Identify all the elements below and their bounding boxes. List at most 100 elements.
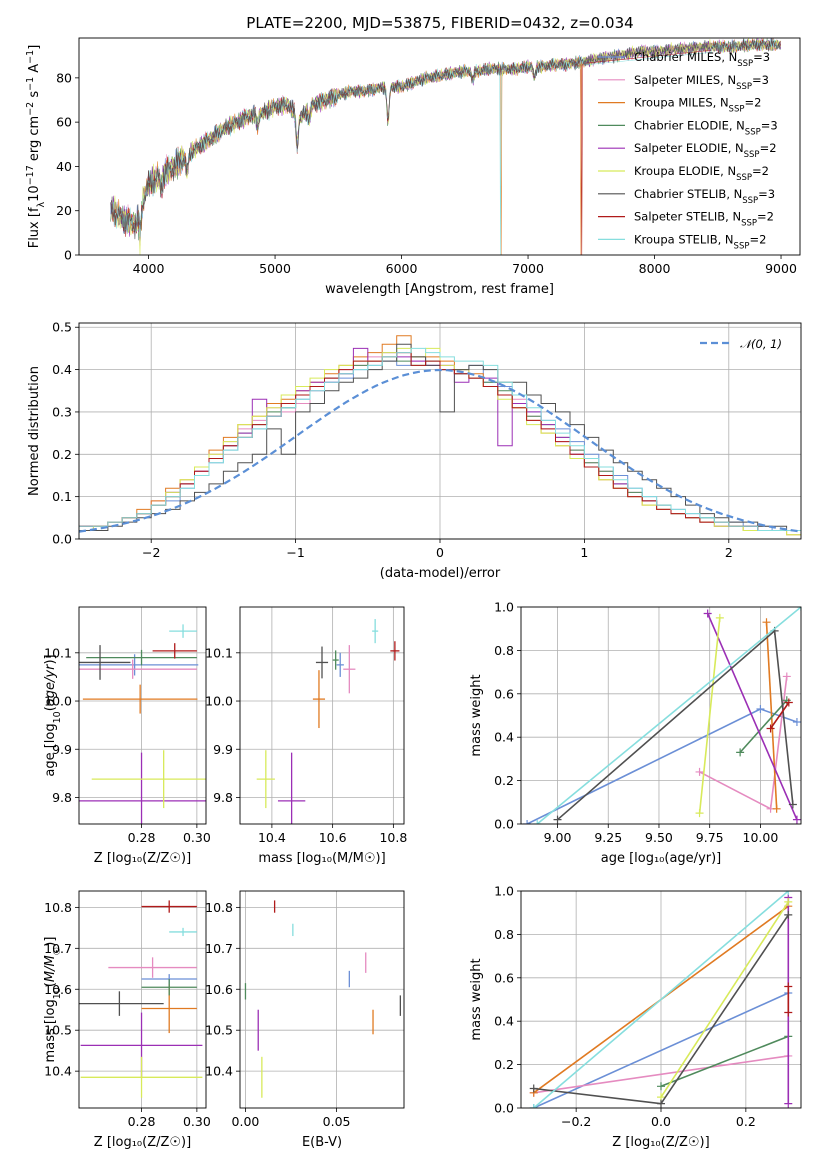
weight-marker bbox=[703, 609, 712, 618]
x-axis-label: age [log₁₀(age/yr)] bbox=[601, 851, 722, 866]
y-tick-label: 20 bbox=[56, 203, 72, 218]
x-tick-label: 10.00 bbox=[743, 830, 779, 845]
x-tick-label: 0 bbox=[436, 545, 444, 560]
data-point bbox=[82, 684, 198, 714]
y-tick-label: 10.0 bbox=[205, 694, 233, 709]
weight-marker bbox=[756, 704, 765, 713]
data-point bbox=[108, 957, 197, 978]
spectrum-line bbox=[110, 38, 781, 240]
x-tick-label: 0.30 bbox=[183, 1114, 211, 1129]
x-tick-label: 9.00 bbox=[544, 830, 572, 845]
label-part: SSP bbox=[736, 173, 752, 183]
label-part: Kroupa STELIB, N bbox=[634, 232, 734, 246]
weight-marker bbox=[523, 820, 532, 824]
x-tick-label: −2 bbox=[142, 545, 160, 560]
x-tick-label: 0.30 bbox=[183, 830, 211, 845]
label-part: =2 bbox=[760, 141, 777, 155]
x-tick-label: 9000 bbox=[765, 261, 797, 276]
plot-area-z-mass bbox=[79, 900, 203, 1098]
legend-entry: Kroupa MILES, NSSP=2 bbox=[634, 96, 761, 115]
y-tick-label: 10.1 bbox=[44, 645, 72, 660]
weight-marker bbox=[657, 1099, 665, 1108]
weight-marker bbox=[784, 910, 793, 919]
y-tick-label: 10.8 bbox=[44, 900, 72, 915]
data-point bbox=[390, 641, 400, 661]
data-point bbox=[169, 624, 197, 638]
y-axis-label: mass [log10(M/M☉)] bbox=[43, 937, 63, 1063]
y-tick-label: 0.6 bbox=[494, 970, 514, 985]
x-tick-label: 4000 bbox=[133, 261, 165, 276]
label-part: )] bbox=[43, 654, 58, 664]
x-tick-label: 7000 bbox=[512, 261, 544, 276]
axes-frame bbox=[520, 890, 802, 1109]
axes-mass-age: 10.4 10.6 10.8 9.8 9.9 10.0 10.1 mass [log₁₀(M/… bbox=[205, 606, 407, 866]
label-part: ( bbox=[43, 982, 58, 987]
x-tick-label: 2 bbox=[725, 545, 733, 560]
label-part: M/M bbox=[43, 955, 58, 982]
label-part: SSP bbox=[744, 150, 760, 160]
axes-age-weight: 9.00 9.25 9.50 9.75 10.00 0.0 0.2 0.4 0.6 0.8 1.0 a… bbox=[469, 600, 802, 866]
y-tick-label: 0.3 bbox=[52, 404, 72, 419]
y-tick-label: 0.4 bbox=[52, 362, 72, 377]
legend-entry: Salpeter ELODIE, NSSP=2 bbox=[634, 141, 777, 160]
panel-ebv-mass: 0.00 0.05 10.4 10.5 10.6 10.7 10.8 E(B-V) bbox=[205, 890, 405, 1150]
y-tick-label: 9.9 bbox=[52, 742, 72, 757]
y-axis-label: mass weight bbox=[469, 958, 484, 1040]
data-point bbox=[79, 752, 206, 824]
label-part: 10 bbox=[27, 185, 42, 202]
legend-entry: Salpeter MILES, NSSP=3 bbox=[634, 73, 769, 92]
x-tick-label: 9.25 bbox=[594, 830, 622, 845]
y-tick-label: 10.5 bbox=[205, 1023, 233, 1038]
y-tick-label: 10.1 bbox=[205, 645, 233, 660]
axes-z-weight: −0.2 0.0 0.2 0.0 0.2 0.4 0.6 0.8 1.0 Z [log₁₀(Z/Z… bbox=[469, 884, 802, 1150]
label-part: =2 bbox=[744, 96, 761, 110]
figure-title: PLATE=2200, MJD=53875, FIBERID=0432, z=0… bbox=[246, 14, 633, 32]
weight-line bbox=[660, 901, 789, 1098]
label-part: SSP bbox=[742, 196, 758, 206]
data-point bbox=[343, 645, 356, 694]
axes-spectrum: 4000 5000 6000 7000 8000 9000 0 20 40 60 80 wavelen… bbox=[25, 37, 801, 297]
panel-residuals: −2 −1 0 1 2 0.0 0.1 0.2 0.3 0.4 0.5 (data-model)/er… bbox=[27, 320, 802, 581]
y-tick-label: 10.7 bbox=[205, 941, 233, 956]
plot-area-mass-age bbox=[256, 619, 400, 824]
weight-marker bbox=[766, 724, 775, 733]
data-point bbox=[79, 991, 164, 1016]
weight-marker bbox=[657, 1082, 665, 1091]
x-tick-label: 10.8 bbox=[379, 830, 407, 845]
y-axis-label: mass weight bbox=[469, 674, 484, 756]
weight-marker bbox=[782, 672, 791, 681]
label-part: =3 bbox=[758, 187, 775, 201]
label-part: 10 bbox=[52, 711, 63, 723]
plot-area-z-age bbox=[79, 624, 206, 824]
x-tick-label: 0.00 bbox=[232, 1114, 260, 1129]
label-part: erg cm bbox=[27, 116, 42, 165]
data-point bbox=[336, 652, 344, 677]
weight-marker bbox=[784, 1008, 793, 1017]
panel-mass-age: 10.4 10.6 10.8 9.8 9.9 10.0 10.1 mass [log₁₀(M/… bbox=[205, 606, 407, 866]
x-axis-label: E(B-V) bbox=[302, 1135, 342, 1150]
label-part: SSP bbox=[745, 127, 761, 137]
weight-marker bbox=[784, 1099, 793, 1108]
axes-z-age: 0.28 0.30 9.8 9.9 10.0 10.1 Z [log₁₀(Z/Z☉)] age… bbox=[43, 606, 211, 866]
x-tick-label: 5000 bbox=[259, 261, 291, 276]
y-tick-label: 0.5 bbox=[52, 320, 72, 335]
label-part: Chabrier ELODIE, N bbox=[634, 118, 745, 132]
label-part: s bbox=[27, 91, 42, 102]
label-part: =2 bbox=[749, 232, 766, 246]
x-tick-label: 6000 bbox=[386, 261, 418, 276]
label-part: Salpeter MILES, N bbox=[634, 73, 736, 87]
panel-z-age: 0.28 0.30 9.8 9.9 10.0 10.1 Z [log₁₀(Z/Z☉)] age… bbox=[43, 606, 211, 866]
weight-line bbox=[536, 607, 801, 824]
weight-line bbox=[765, 622, 778, 809]
y-axis-label: Normed distribution bbox=[27, 366, 42, 496]
x-tick-label: 9.50 bbox=[645, 830, 673, 845]
plot-area-residuals bbox=[79, 335, 801, 539]
y-axis-label: age [log10(age/yr)] bbox=[43, 654, 63, 776]
axes-frame bbox=[520, 606, 802, 825]
weight-marker bbox=[736, 748, 745, 757]
data-point bbox=[277, 752, 306, 824]
axes-z-mass: 0.28 0.30 10.4 10.5 10.6 10.7 10.8 Z [log₁₀(Z/Z… bbox=[43, 890, 211, 1150]
legend-entry: Chabrier ELODIE, NSSP=3 bbox=[634, 118, 778, 137]
weight-marker bbox=[784, 891, 793, 895]
